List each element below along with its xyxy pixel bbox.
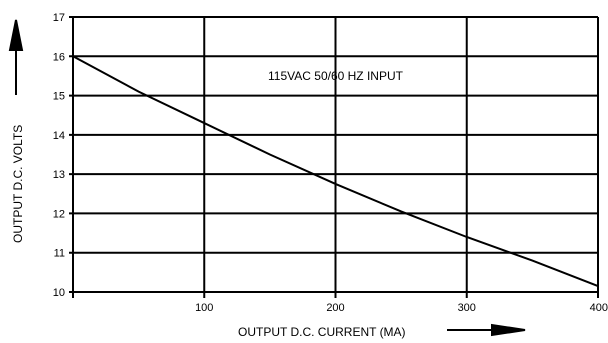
y-tick-label-11: 11 (54, 248, 65, 260)
x-tick-label-300: 300 (458, 302, 476, 314)
x-tick-label-100: 100 (195, 302, 213, 314)
axis-titles: OUTPUT D.C. CURRENT (MA) OUTPUT D.C. VOL… (8, 19, 526, 339)
tick-labels: 10 11 12 13 14 15 16 17 100 200 300 400 (53, 12, 608, 314)
series-line-0 (72, 55, 599, 288)
annotation-0: 115VAC 50/60 HZ INPUT (268, 69, 404, 83)
y-tick-label-17: 17 (53, 12, 65, 24)
y-axis-arrow-icon (8, 19, 24, 95)
y-tick-label-15: 15 (53, 91, 65, 103)
annotations: 115VAC 50/60 HZ INPUT (268, 69, 404, 83)
y-tick-label-14: 14 (53, 130, 65, 142)
y-tick-label-12: 12 (53, 208, 65, 220)
y-tick-label-13: 13 (53, 169, 65, 181)
y-tick-label-10: 10 (53, 287, 65, 299)
grid (69, 16, 599, 298)
x-tick-label-200: 200 (326, 302, 344, 314)
y-axis-title: OUTPUT D.C. VOLTS (11, 125, 25, 243)
x-axis-arrow-icon (447, 323, 526, 337)
y-tick-label-16: 16 (53, 51, 65, 63)
x-tick-label-400: 400 (590, 302, 608, 314)
x-axis-title: OUTPUT D.C. CURRENT (MA) (238, 325, 406, 339)
series-layer (72, 55, 599, 288)
